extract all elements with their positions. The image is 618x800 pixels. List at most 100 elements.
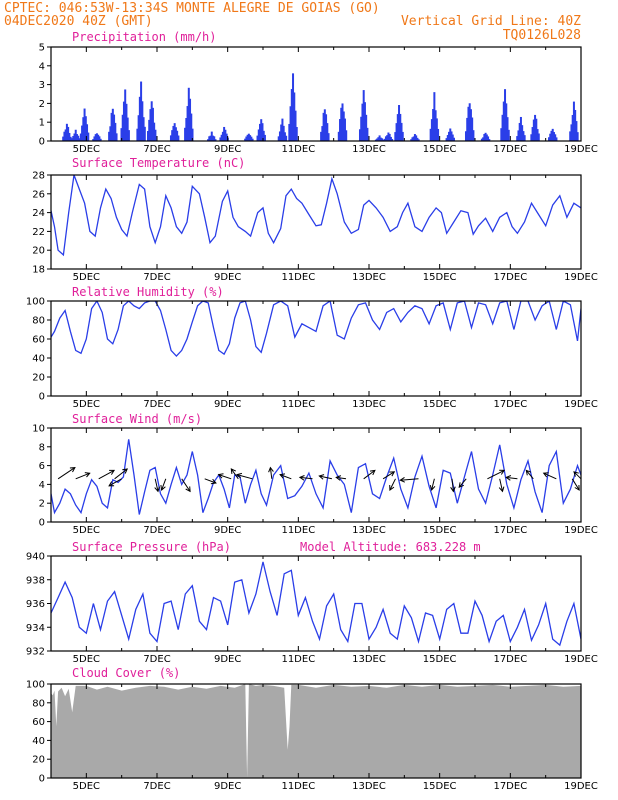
precip-bar [282,125,285,141]
y-tick-label: 20 [32,246,45,257]
x-tick-label: 17DEC [493,399,527,410]
precip-bar [99,138,102,141]
wind-arrow [573,471,582,480]
x-tick-label: 19DEC [564,781,598,792]
precip-bar [186,106,189,141]
wind-title: Surface Wind (m/s) [72,412,202,426]
precip-bar [391,138,394,141]
precip-bar [109,126,112,141]
precip-bar [570,124,573,141]
precip-bar [95,133,98,141]
precip-bar [550,130,553,141]
wind-arrow [498,478,505,493]
precip-bar [82,117,85,141]
precip-bar [62,136,65,141]
precip-bar [121,114,124,141]
precip-bar [379,137,382,141]
precip-bar [210,131,213,141]
precip-bar [293,92,296,141]
y-tick-label: 2 [39,99,45,110]
precip-bar [519,116,522,141]
precip-bar [143,126,146,141]
precip-bar [150,101,153,141]
precip-bar [256,135,259,141]
precip-bar [500,128,503,141]
y-tick-label: 26 [32,189,45,200]
precip-bar [177,135,180,141]
precip-bar [185,118,188,141]
precip-bar [482,137,485,141]
precip-bar [537,133,540,141]
precip-bar [501,114,504,141]
wind-arrow [230,468,239,480]
wind-arrow [154,478,160,493]
precip-bar [263,134,266,141]
x-tick-label: 7DEC [143,781,170,792]
precip-bar [411,137,414,141]
precip-bar [290,89,293,141]
precip-bar [259,123,261,141]
precip-bar [466,117,469,141]
y-tick-label: 100 [26,680,45,691]
precip-bar [151,107,154,141]
y-tick-label: 8 [39,442,45,453]
precip-bar [74,129,77,141]
precip-bar [71,138,74,141]
precip-bar [445,138,448,141]
precip-bar [174,127,177,141]
series-line [51,301,581,358]
precip-bar [451,134,454,141]
precip-bar [247,133,250,141]
y-tick-label: 0 [39,518,45,529]
precipitation-title: Precipitation (mm/h) [72,30,217,44]
wind-arrow [75,472,91,480]
precip-bar [507,129,510,141]
wind-arrow [160,478,167,491]
precip-bar [292,73,295,141]
precip-bar [75,134,78,141]
precip-bar [136,128,139,141]
precip-bar [430,119,433,141]
precip-bar [289,106,292,141]
precip-bar [220,134,223,141]
precip-bar [535,118,538,141]
precip-bar [184,127,187,141]
precip-bar [92,139,95,141]
series-line [51,561,581,647]
x-tick-label: 9DEC [214,654,241,665]
wind-arrow [57,467,76,480]
precip-bar [87,132,90,141]
precip-bar [63,131,66,141]
y-tick-label: 934 [26,623,45,634]
precip-bar [153,122,156,141]
precip-bar [148,119,151,141]
precip-bar [113,114,116,141]
wind-arrow [429,478,436,492]
plot-frame [50,555,582,652]
y-tick-label: 940 [26,552,45,563]
precip-bar [84,116,87,141]
precip-bar [548,137,551,141]
precip-bar [219,137,222,141]
precip-bar [120,128,123,141]
precip-bar [67,126,70,141]
wind-arrow [279,473,292,480]
precip-bar [250,136,253,141]
precip-bar [572,101,575,141]
precip-bar [171,130,174,141]
precip-bar [125,103,128,141]
wind-arrow [114,468,129,480]
wind-arrow [108,478,122,487]
y-tick-label: 20 [32,373,45,384]
x-tick-label: 13DEC [352,781,386,792]
precip-bar [223,126,226,141]
precip-bar [94,134,97,141]
x-tick-label: 19DEC [564,654,598,665]
precip-bar [377,137,380,141]
precip-bar [285,135,288,141]
precip-bar [213,136,216,141]
x-tick-label: 15DEC [423,781,457,792]
precip-bar [322,112,325,141]
precip-bar [122,101,125,141]
y-tick-label: 932 [26,647,45,658]
